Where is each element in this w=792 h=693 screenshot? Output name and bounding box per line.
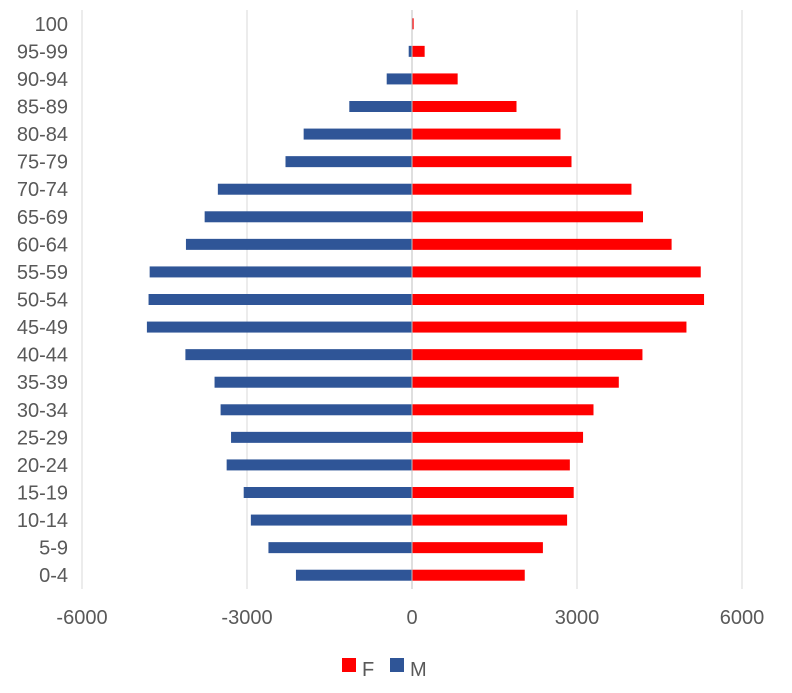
bar-f-10-14 xyxy=(412,514,568,526)
bar-f-85-89 xyxy=(412,101,517,112)
bar-m-95-99 xyxy=(408,45,412,57)
bar-f-25-29 xyxy=(412,431,584,443)
category-label: 50-54 xyxy=(17,290,68,312)
legend-label-m: M xyxy=(410,659,427,681)
bar-f-95-99 xyxy=(412,45,425,57)
bar-m-85-89 xyxy=(349,101,412,112)
category-labels: 0-4 5-9 10-14 15-19 20-24 25-29 30-34 35-39 40-4… xyxy=(17,14,68,587)
category-label: 80-84 xyxy=(17,124,68,146)
bar-f-30-34 xyxy=(412,404,594,416)
bar-f-15-19 xyxy=(412,487,574,498)
bar-m-30-34 xyxy=(220,404,412,416)
bar-f-70-74 xyxy=(412,183,632,195)
bar-f-5-9 xyxy=(412,542,543,554)
bar-m-75-79 xyxy=(285,156,412,168)
bar-m-60-64 xyxy=(185,238,412,250)
bar-f-80-84 xyxy=(412,128,561,140)
x-tick-label: 3000 xyxy=(555,607,600,629)
bar-f-55-59 xyxy=(412,266,701,278)
bar-f-0-4 xyxy=(412,569,525,581)
bar-f-50-54 xyxy=(412,294,705,305)
x-tick-label: -3000 xyxy=(221,607,272,629)
category-label: 20-24 xyxy=(17,455,68,477)
legend-label-f: F xyxy=(362,659,374,681)
category-label: 90-94 xyxy=(17,69,68,91)
bar-f-75-79 xyxy=(412,156,572,168)
bar-f-45-49 xyxy=(412,321,687,333)
category-label: 70-74 xyxy=(17,179,68,201)
category-label: 75-79 xyxy=(17,152,68,174)
bar-m-90-94 xyxy=(386,73,412,85)
category-label: 10-14 xyxy=(17,510,68,532)
bar-m-10-14 xyxy=(250,514,412,526)
category-label: 40-44 xyxy=(17,345,68,367)
bars xyxy=(146,18,705,581)
bar-m-55-59 xyxy=(149,266,412,278)
category-label: 15-19 xyxy=(17,483,68,505)
bar-f-35-39 xyxy=(412,376,619,388)
category-label: 0-4 xyxy=(39,565,68,587)
bar-m-45-49 xyxy=(146,321,412,333)
bar-f-100 xyxy=(412,18,414,30)
bar-m-25-29 xyxy=(231,431,412,443)
category-label: 45-49 xyxy=(17,317,68,339)
bar-m-80-84 xyxy=(303,128,412,140)
legend: F M xyxy=(342,658,427,681)
x-tick-label: 0 xyxy=(406,607,417,629)
category-label: 25-29 xyxy=(17,427,68,449)
category-label: 55-59 xyxy=(17,262,68,284)
category-label: 85-89 xyxy=(17,97,68,119)
category-label: 100 xyxy=(35,14,68,36)
bar-f-65-69 xyxy=(412,211,643,223)
bar-m-50-54 xyxy=(148,294,413,305)
bar-f-60-64 xyxy=(412,238,672,250)
bar-m-65-69 xyxy=(204,211,412,223)
category-label: 30-34 xyxy=(17,400,68,422)
category-label: 65-69 xyxy=(17,207,68,229)
category-label: 95-99 xyxy=(17,41,68,63)
bar-m-20-24 xyxy=(226,459,412,471)
bar-m-5-9 xyxy=(268,542,412,554)
bar-m-15-19 xyxy=(243,487,412,498)
tick-labels: -6000 -3000 0 3000 6000 xyxy=(56,607,764,629)
bar-f-20-24 xyxy=(412,459,570,471)
category-label: 60-64 xyxy=(17,234,68,256)
x-tick-label: 6000 xyxy=(720,607,765,629)
bar-f-40-44 xyxy=(412,349,643,361)
bar-m-0-4 xyxy=(295,569,412,581)
bar-m-70-74 xyxy=(217,183,412,195)
category-label: 35-39 xyxy=(17,372,68,394)
bar-m-40-44 xyxy=(185,349,412,361)
legend-swatch-f xyxy=(342,658,356,672)
bar-m-35-39 xyxy=(214,376,412,388)
x-tick-label: -6000 xyxy=(56,607,107,629)
category-label: 5-9 xyxy=(39,538,68,560)
legend-swatch-m xyxy=(390,658,404,672)
bar-f-90-94 xyxy=(412,73,458,85)
